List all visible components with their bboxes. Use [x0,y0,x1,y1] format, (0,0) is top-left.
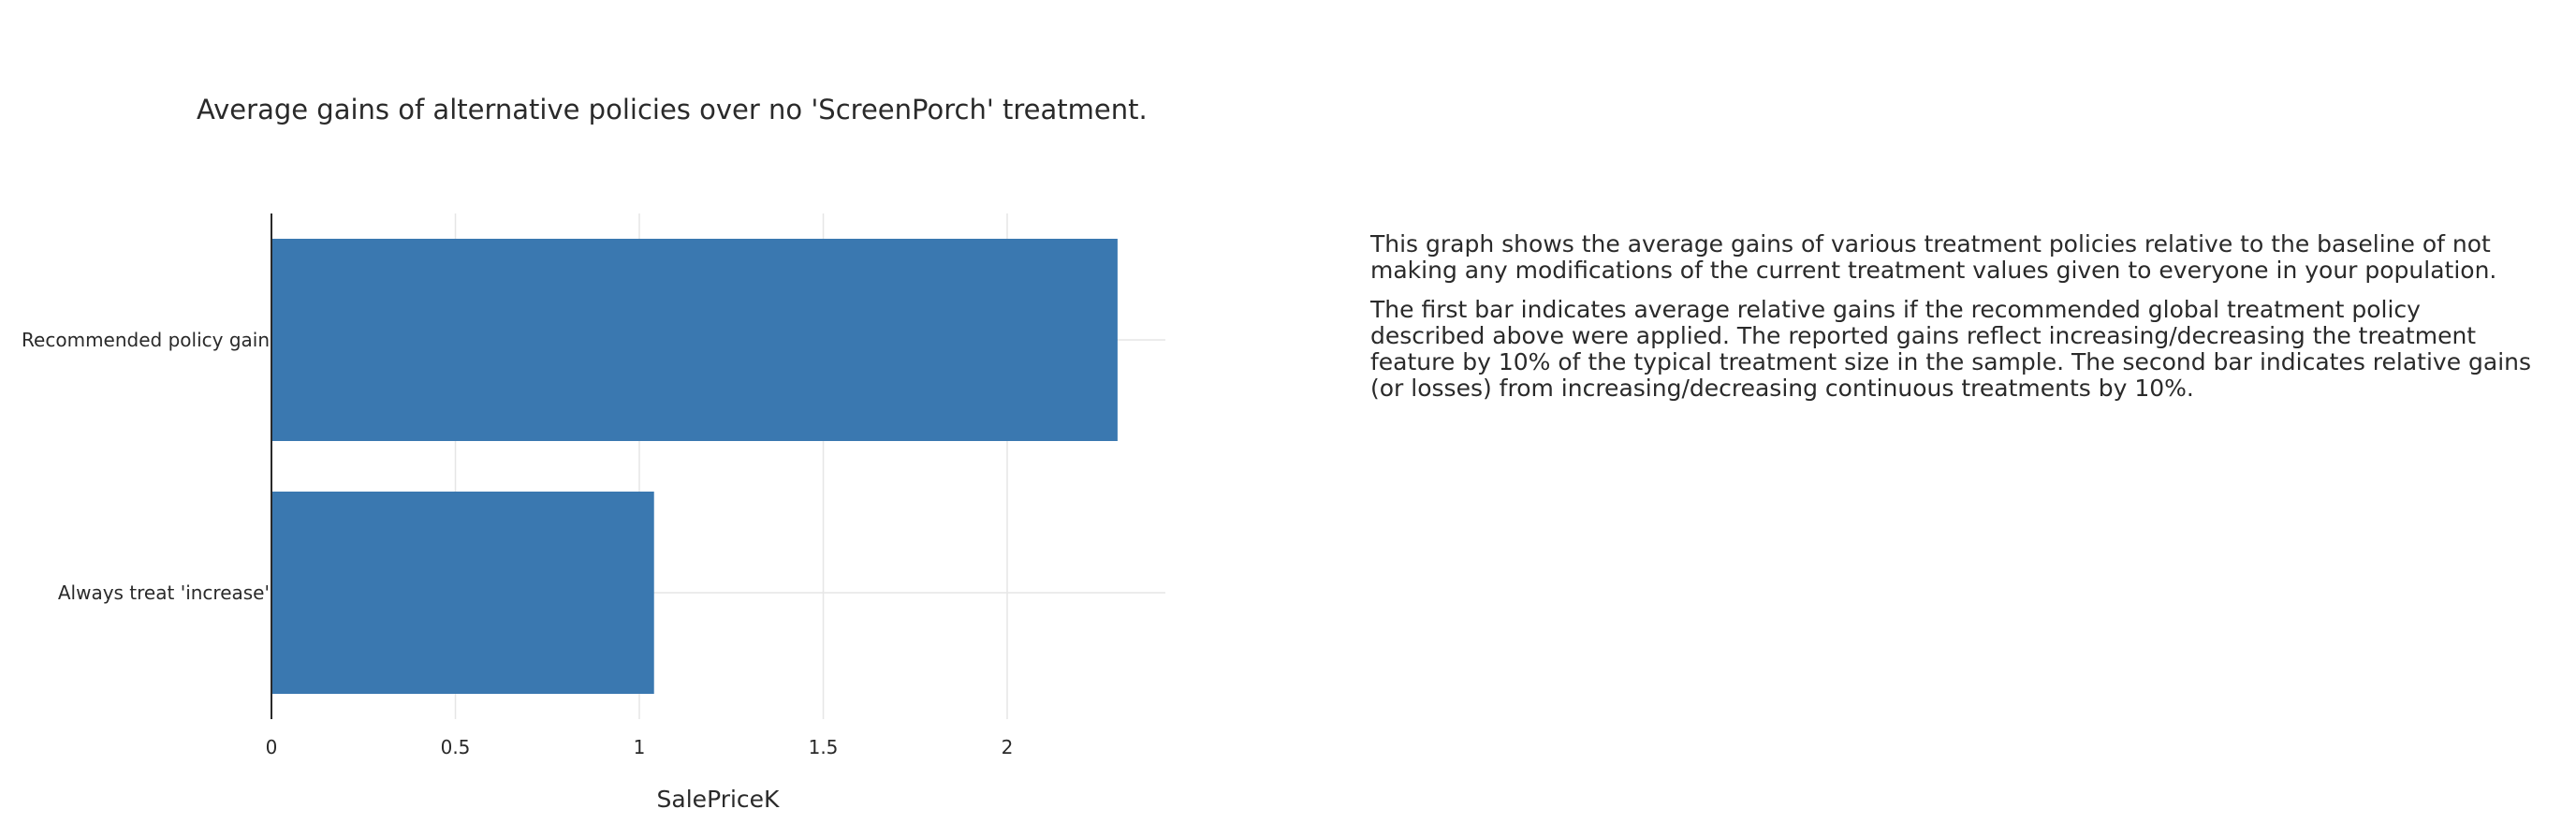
x-tick-label: 2 [1002,736,1014,758]
description-paragraph-2: The first bar indicates average relative… [1370,296,2532,402]
y-tick-label: Always treat 'increase' [58,581,270,604]
chart-title: Average gains of alternative policies ov… [197,94,1148,125]
bar [271,492,654,694]
description-paragraph-1: This graph shows the average gains of va… [1370,230,2497,284]
x-tick-label: 1 [634,736,646,758]
x-tick-labels: 0 0.5 1 1.5 2 [266,736,1014,758]
x-axis-title: SalePriceK [657,786,781,813]
x-tick-label: 0 [266,736,278,758]
bar-chart: Average gains of alternative policies ov… [22,94,1165,813]
x-tick-label: 0.5 [441,736,471,758]
y-tick-labels: Recommended policy gain Always treat 'inc… [22,329,270,604]
bar [271,239,1118,441]
chart-description: This graph shows the average gains of va… [1370,231,2540,415]
x-tick-label: 1.5 [809,736,839,758]
y-tick-label: Recommended policy gain [22,329,270,351]
bars [271,239,1118,694]
